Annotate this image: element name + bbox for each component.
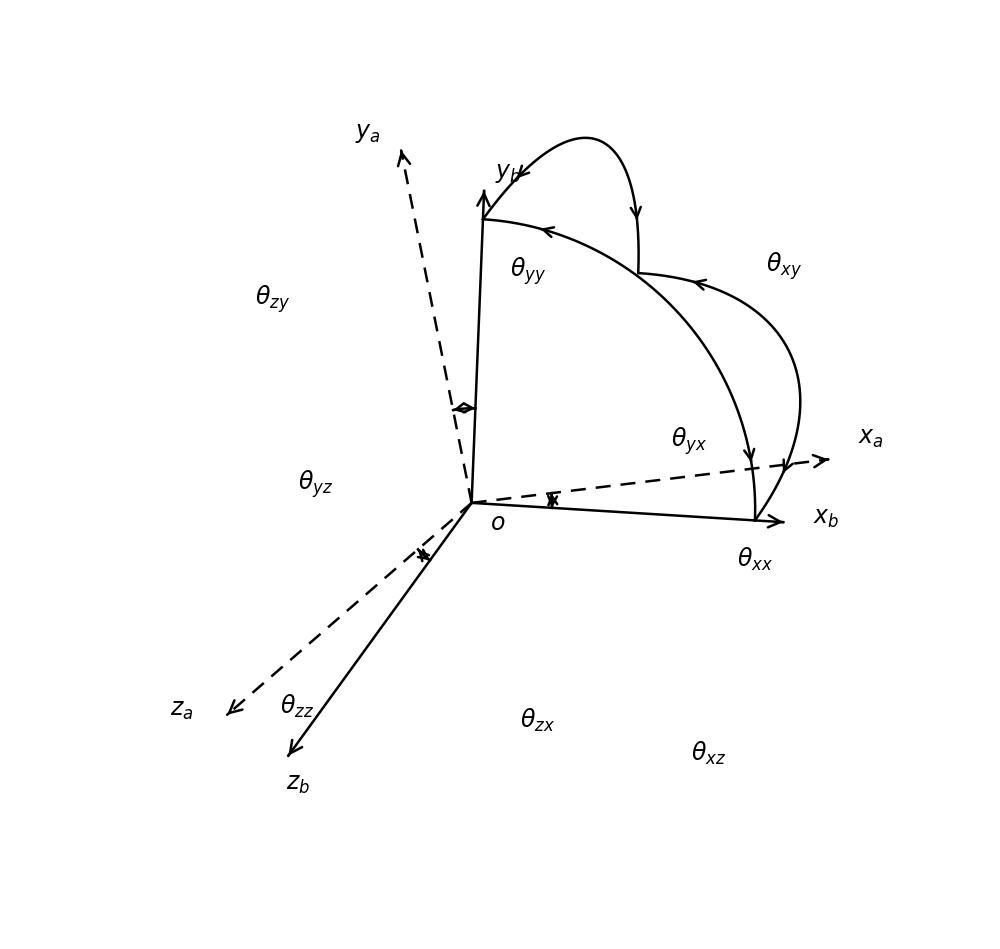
Text: $x_a$: $x_a$ — [858, 427, 884, 450]
Text: $z_a$: $z_a$ — [170, 698, 193, 721]
Text: $o$: $o$ — [490, 512, 506, 535]
Text: $\theta_{zx}$: $\theta_{zx}$ — [520, 707, 555, 735]
Text: $\theta_{yy}$: $\theta_{yy}$ — [510, 255, 546, 287]
Text: $y_b$: $y_b$ — [495, 162, 521, 185]
Text: $z_b$: $z_b$ — [286, 772, 310, 795]
Text: $\theta_{xy}$: $\theta_{xy}$ — [766, 251, 802, 282]
Text: $\theta_{xz}$: $\theta_{xz}$ — [691, 740, 726, 767]
Text: $\theta_{zy}$: $\theta_{zy}$ — [255, 284, 290, 315]
Text: $\theta_{xx}$: $\theta_{xx}$ — [737, 546, 774, 573]
Text: $y_a$: $y_a$ — [355, 121, 381, 145]
Text: $x_b$: $x_b$ — [813, 507, 839, 530]
Text: $\theta_{yx}$: $\theta_{yx}$ — [671, 425, 707, 457]
Text: $\theta_{zz}$: $\theta_{zz}$ — [280, 693, 314, 720]
Text: $\theta_{yz}$: $\theta_{yz}$ — [298, 468, 333, 500]
